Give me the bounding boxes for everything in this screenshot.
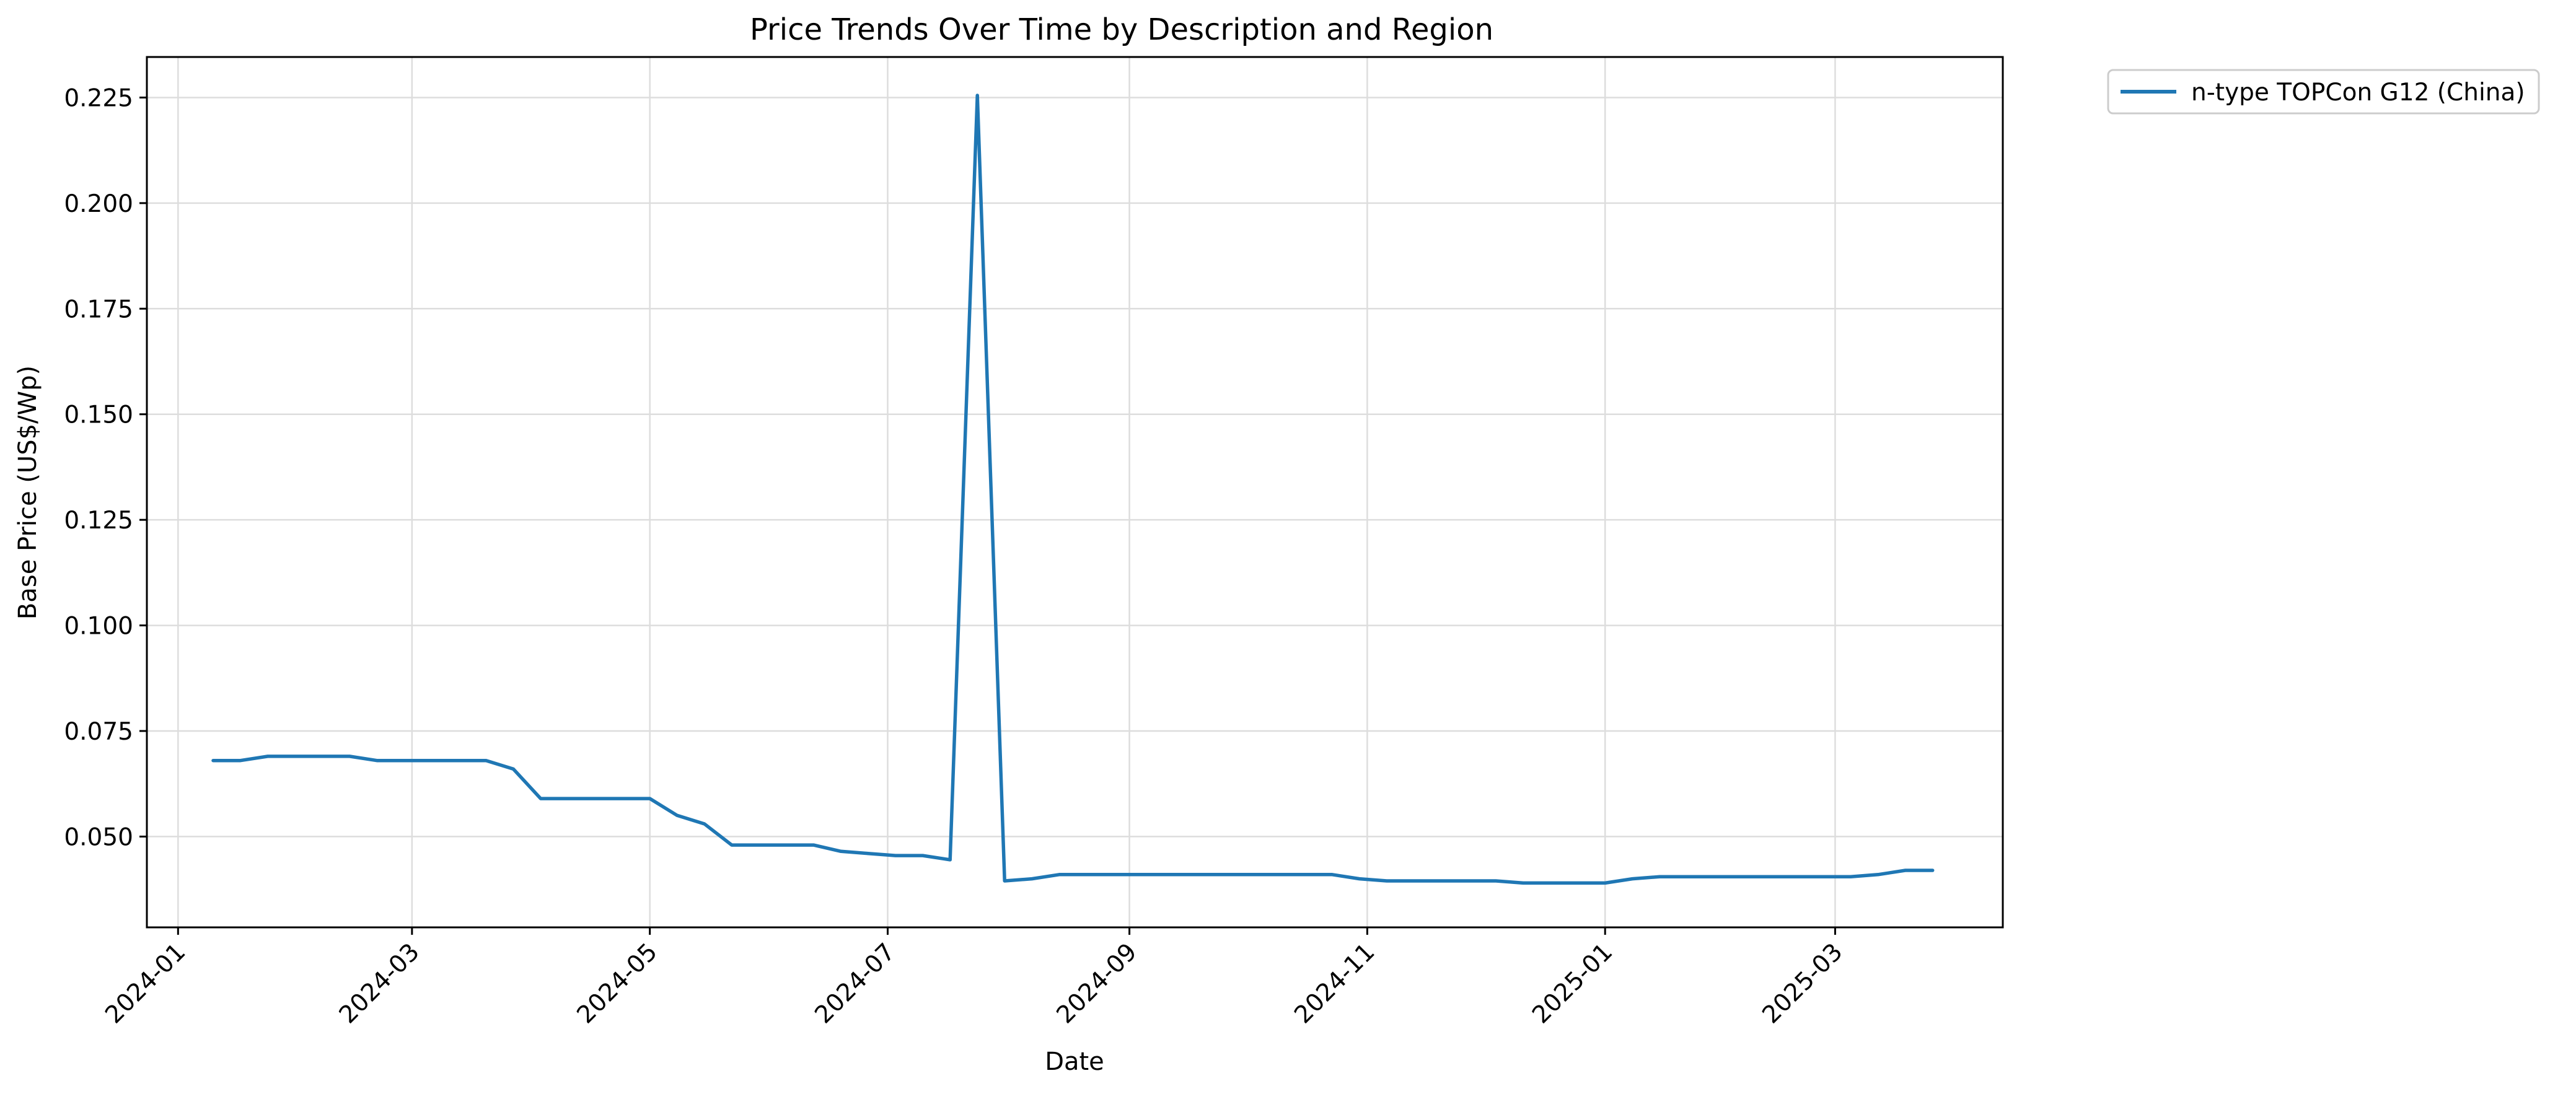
y-tick-label: 0.175	[64, 295, 133, 323]
y-axis: 0.050 0.075 0.100 0.125 0.150 0.175 0.200 0.225	[64, 84, 147, 851]
series-line	[211, 94, 1935, 885]
x-axis-label: Date	[1045, 1048, 1104, 1076]
y-tick-label: 0.200	[64, 190, 133, 218]
y-axis-label: Base Price (US$/Wp)	[14, 365, 42, 619]
y-tick-label: 0.225	[64, 84, 133, 112]
plot-area-frame	[146, 56, 2004, 929]
legend: n-type TOPCon G12 (China)	[2107, 69, 2540, 115]
series-layer	[211, 94, 1935, 885]
x-tick-label: 2024-09	[1052, 938, 1143, 1029]
grid	[147, 57, 2003, 927]
x-axis: 2024-01 2024-03 2024-05 2024-07 2024-09 2024-…	[100, 927, 1848, 1029]
x-tick-label: 2024-03	[334, 938, 425, 1029]
x-tick-label: 2024-05	[572, 938, 663, 1029]
x-tick-label: 2025-03	[1757, 938, 1848, 1029]
y-tick-label: 0.075	[64, 718, 133, 746]
x-tick-label: 2025-01	[1527, 938, 1618, 1029]
chart-title: Price Trends Over Time by Description an…	[750, 12, 1493, 47]
y-tick-label: 0.150	[64, 401, 133, 429]
legend-label: n-type TOPCon G12 (China)	[2191, 79, 2525, 107]
x-tick-label: 2024-11	[1289, 938, 1380, 1029]
y-tick-label: 0.125	[64, 507, 133, 535]
y-tick-label: 0.050	[64, 823, 133, 851]
x-tick-label: 2024-07	[810, 938, 901, 1029]
legend-box	[2107, 69, 2540, 115]
x-tick-label: 2024-01	[100, 938, 191, 1029]
y-tick-label: 0.100	[64, 613, 133, 641]
